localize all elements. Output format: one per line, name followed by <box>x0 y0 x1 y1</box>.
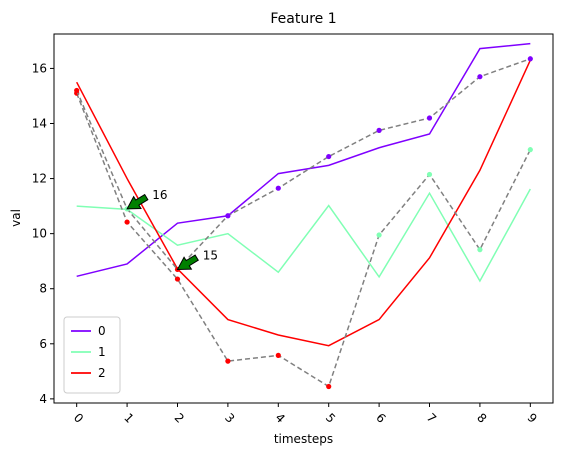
legend-label-1: 1 <box>98 345 106 359</box>
dashed-trace-line-1 <box>75 92 531 388</box>
legend-label-0: 0 <box>98 324 106 338</box>
x-tick-label-1: 1 <box>121 411 136 426</box>
legend-label-2: 2 <box>98 366 106 380</box>
trace-point-2-9 <box>527 56 533 62</box>
y-tick-label-6: 6 <box>39 337 47 351</box>
trace-point-1-3 <box>225 358 231 364</box>
trace-point-1-7 <box>426 171 433 178</box>
trace-point-1-8 <box>477 247 483 253</box>
trace-point-1-5 <box>326 383 332 390</box>
chart-title: Feature 1 <box>270 11 336 27</box>
y-tick-label-10: 10 <box>32 227 47 241</box>
x-tick-label-5: 5 <box>323 411 338 426</box>
trace-point-1-1 <box>124 219 130 225</box>
trace-point-1-4 <box>275 352 281 358</box>
y-axis-label: val <box>9 209 23 227</box>
annotation-arrow-2 <box>176 254 199 270</box>
series-line-2 <box>76 59 532 347</box>
x-axis-label: timesteps <box>274 432 333 446</box>
y-tick-label-14: 14 <box>32 116 47 130</box>
y-tick-label-12: 12 <box>32 172 47 186</box>
x-axis-ticks: 0 1 2 3 4 5 6 7 8 9 <box>71 403 540 426</box>
trace-point-1-6 <box>376 232 382 238</box>
y-tick-label-16: 16 <box>32 61 47 75</box>
plot-area <box>54 34 553 403</box>
legend: 0 1 2 <box>63 316 121 394</box>
series-layer <box>76 42 532 347</box>
x-tick-label-6: 6 <box>373 411 388 426</box>
dashed-trace-line-2 <box>75 58 531 271</box>
trace-point-2-0 <box>74 87 80 94</box>
trace-point-2-3 <box>225 213 231 219</box>
x-tick-label-3: 3 <box>222 411 237 426</box>
legend-box <box>63 316 121 394</box>
trace-point-2-8 <box>477 74 483 80</box>
trace-point-2-6 <box>376 127 382 133</box>
y-tick-label-4: 4 <box>39 392 47 406</box>
trace-point-1-2 <box>174 276 181 282</box>
series-line-1 <box>76 188 531 283</box>
annotation-label-2: 15 <box>203 249 218 263</box>
x-tick-label-7: 7 <box>424 411 439 426</box>
trace-point-2-4 <box>275 185 281 191</box>
annotation-arrow-1 <box>126 193 149 210</box>
x-tick-label-4: 4 <box>272 411 287 426</box>
x-tick-label-2: 2 <box>172 411 187 426</box>
trace-point-2-5 <box>326 153 332 160</box>
trace-point-1-9 <box>527 147 533 153</box>
x-tick-label-0: 0 <box>71 411 86 426</box>
y-tick-label-8: 8 <box>39 282 47 296</box>
y-axis-ticks: 4 6 8 10 12 14 16 <box>32 61 54 406</box>
x-tick-label-8: 8 <box>474 411 489 426</box>
annotation-label-1: 16 <box>152 188 167 202</box>
plot-frame <box>53 33 554 404</box>
x-tick-label-9: 9 <box>524 411 539 426</box>
series-line-0 <box>76 42 531 278</box>
dashed-trace-layer <box>74 56 533 390</box>
trace-point-2-7 <box>426 115 433 121</box>
